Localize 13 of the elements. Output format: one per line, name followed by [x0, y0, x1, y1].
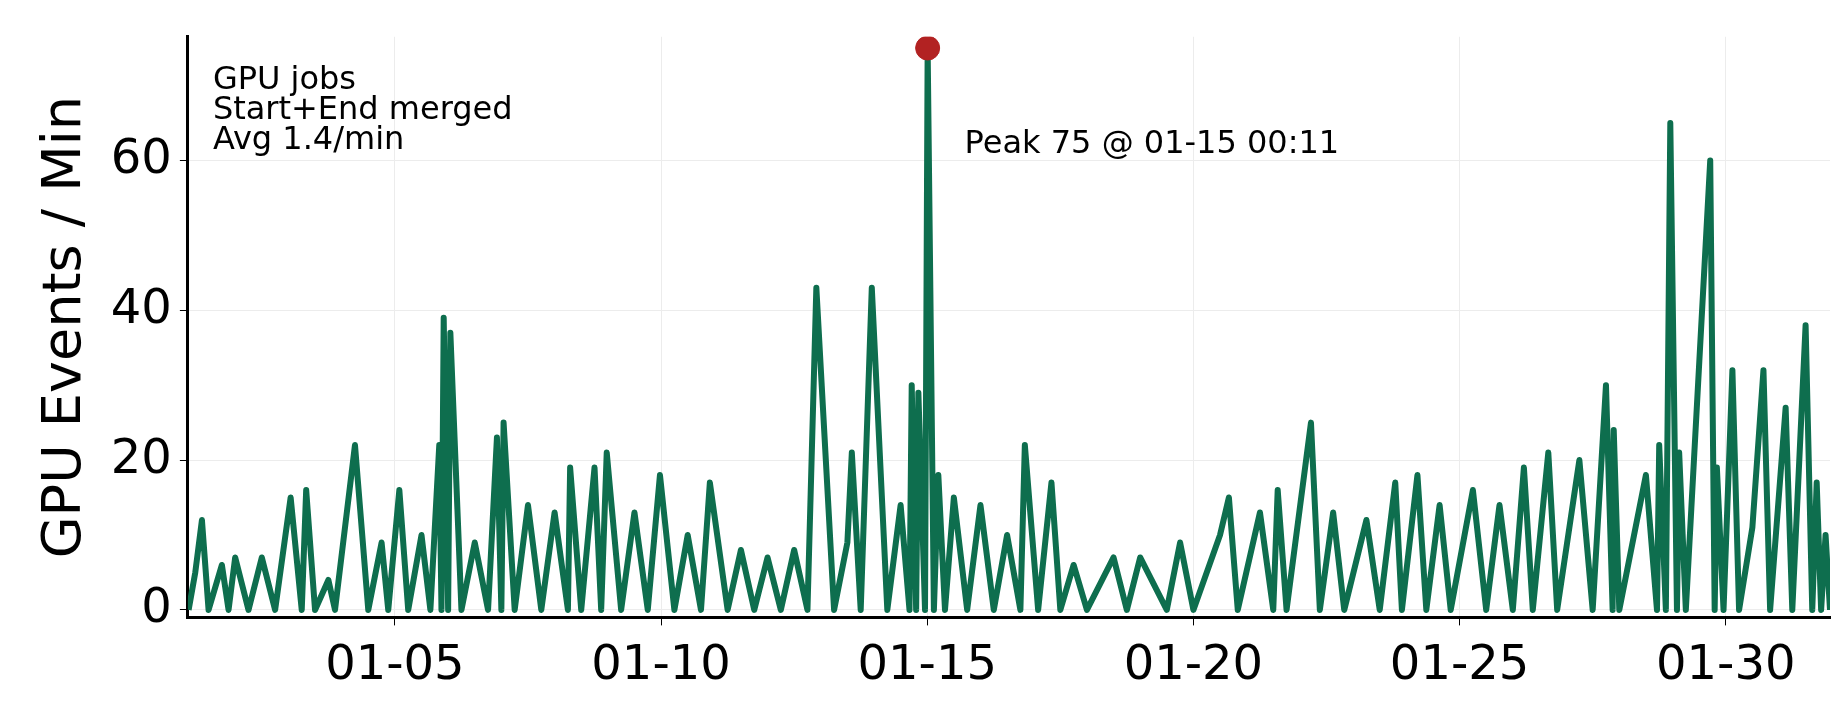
- y-tick-label: 0: [141, 577, 172, 634]
- x-tick-label: 01-25: [1389, 633, 1530, 690]
- y-axis-title: GPU Events / Min: [30, 95, 94, 559]
- y-tick-label: 40: [110, 277, 172, 334]
- x-tick-label: 01-15: [857, 633, 997, 690]
- y-tick-label: 20: [110, 427, 172, 484]
- x-tick-label: 01-30: [1656, 633, 1796, 690]
- x-tick-label: 01-05: [325, 633, 465, 690]
- annotation: Peak 75 @ 01-15 00:11: [964, 123, 1340, 162]
- annotation: Avg 1.4/min: [212, 119, 405, 158]
- x-tick-label: 01-10: [591, 633, 731, 690]
- x-tick-label: 01-20: [1123, 633, 1264, 690]
- y-tick-label: 60: [110, 127, 172, 184]
